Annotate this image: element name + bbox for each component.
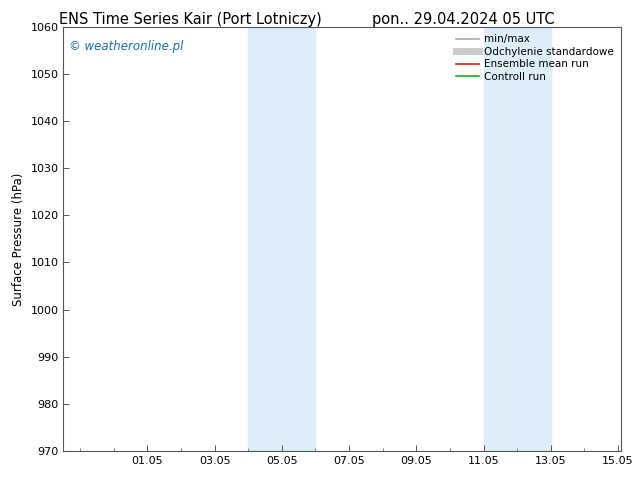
Text: pon.. 29.04.2024 05 UTC: pon.. 29.04.2024 05 UTC [372,12,554,27]
Y-axis label: Surface Pressure (hPa): Surface Pressure (hPa) [12,172,25,306]
Text: © weatheronline.pl: © weatheronline.pl [69,40,183,52]
Legend: min/max, Odchylenie standardowe, Ensemble mean run, Controll run: min/max, Odchylenie standardowe, Ensembl… [454,32,616,84]
Bar [249,27,316,451]
Bar [484,27,551,451]
Text: ENS Time Series Kair (Port Lotniczy): ENS Time Series Kair (Port Lotniczy) [59,12,321,27]
